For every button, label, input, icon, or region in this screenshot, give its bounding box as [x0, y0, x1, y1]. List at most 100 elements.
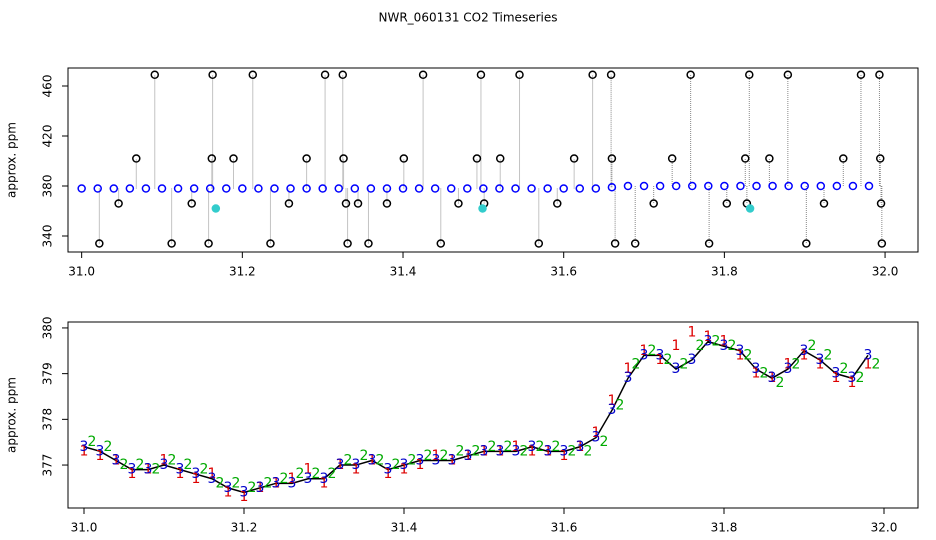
- point: [284, 199, 294, 208]
- point-symbol: 3: [192, 466, 201, 482]
- point-symbol: 3: [384, 462, 393, 478]
- point-symbol: 2: [264, 475, 273, 491]
- point-symbol: 2: [808, 338, 817, 354]
- point-symbol: 1: [128, 466, 137, 482]
- point: [667, 154, 677, 163]
- point: [302, 154, 311, 163]
- point: [109, 184, 119, 193]
- x-tick-label: 31.4: [390, 265, 417, 279]
- point-symbol: 3: [224, 480, 233, 496]
- point: [802, 239, 811, 248]
- y-tick-label: 380: [41, 316, 55, 339]
- point: [398, 184, 408, 193]
- point-symbol: 3: [672, 361, 681, 377]
- point: [338, 70, 348, 79]
- point-symbol: 1: [176, 466, 185, 482]
- point: [704, 239, 714, 248]
- point-symbol: 1: [544, 443, 553, 459]
- point: [765, 154, 774, 163]
- point-symbol: 2: [712, 334, 721, 350]
- point: [364, 239, 373, 248]
- figure-title: NWR_060131 CO2 Timeseries: [379, 11, 558, 25]
- point-symbol: 1: [784, 357, 793, 373]
- point-symbol: 3: [576, 439, 585, 455]
- point-symbol: 2: [504, 439, 513, 455]
- point-symbol: 2: [344, 452, 353, 468]
- point: [495, 184, 504, 193]
- point-symbol: 1: [256, 480, 265, 496]
- point-symbol: 2: [424, 448, 433, 464]
- point: [366, 184, 376, 193]
- point-symbol: 1: [352, 462, 361, 478]
- point: [211, 204, 221, 213]
- point-symbol: 2: [168, 452, 177, 468]
- point-symbol: 3: [624, 370, 633, 386]
- point-symbol: 1: [160, 452, 169, 468]
- point-symbol: 2: [408, 452, 417, 468]
- point: [575, 184, 585, 193]
- point-symbol: 3: [176, 462, 185, 478]
- point-symbol: 3: [112, 452, 121, 468]
- point: [591, 184, 601, 193]
- series-line: [83, 340, 869, 494]
- point-symbol: 2: [488, 439, 497, 455]
- point: [752, 181, 761, 191]
- point: [248, 70, 258, 79]
- point: [125, 184, 135, 193]
- point: [607, 154, 617, 163]
- point: [800, 181, 809, 191]
- point: [559, 184, 568, 193]
- point-symbol: 1: [240, 489, 249, 505]
- point: [511, 184, 520, 193]
- point: [343, 239, 352, 248]
- point-symbol: 1: [432, 448, 441, 464]
- point-symbol: 2: [248, 480, 257, 496]
- point-symbol: 3: [704, 334, 713, 350]
- point-symbol: 3: [144, 462, 153, 478]
- point: [476, 70, 486, 79]
- point-symbol: 2: [664, 352, 673, 368]
- point-symbol: 1: [208, 466, 217, 482]
- point: [472, 154, 482, 163]
- point-symbol: 1: [464, 448, 473, 464]
- point: [686, 70, 695, 79]
- point: [671, 181, 681, 191]
- point-symbol: 3: [832, 366, 841, 382]
- point-symbol: 3: [768, 370, 777, 386]
- point-symbol: 1: [592, 425, 601, 441]
- point-symbol: 3: [448, 452, 457, 468]
- point: [114, 199, 123, 208]
- point-symbol: 2: [648, 343, 657, 359]
- point: [534, 239, 544, 248]
- point: [320, 70, 330, 79]
- point: [238, 184, 247, 193]
- point-symbol: 2: [136, 457, 145, 473]
- point-symbol: 3: [208, 471, 217, 487]
- point-symbol: 1: [320, 475, 329, 491]
- point-symbol: 1: [384, 466, 393, 482]
- x-tick-label: 31.8: [711, 521, 738, 535]
- point-symbol: 1: [816, 357, 825, 373]
- point: [286, 184, 295, 193]
- point: [254, 184, 263, 193]
- point: [93, 184, 102, 193]
- y-tick-label: 340: [41, 225, 55, 248]
- point: [446, 184, 456, 193]
- point-symbol: 2: [280, 471, 289, 487]
- point-symbol: 2: [120, 457, 129, 473]
- point: [229, 154, 238, 163]
- point: [339, 154, 348, 163]
- point-symbol: 1: [576, 439, 585, 455]
- point: [655, 181, 665, 191]
- point-symbol: 3: [656, 347, 665, 363]
- point: [875, 70, 884, 79]
- x-tick-label: 31.8: [711, 265, 738, 279]
- point-symbol: 3: [592, 430, 601, 446]
- point: [399, 154, 409, 163]
- plot-frame: [67, 67, 919, 253]
- point-symbol: 3: [560, 443, 569, 459]
- point-symbol: 2: [856, 370, 865, 386]
- point-symbol: 2: [104, 439, 113, 455]
- point-symbol: 1: [640, 343, 649, 359]
